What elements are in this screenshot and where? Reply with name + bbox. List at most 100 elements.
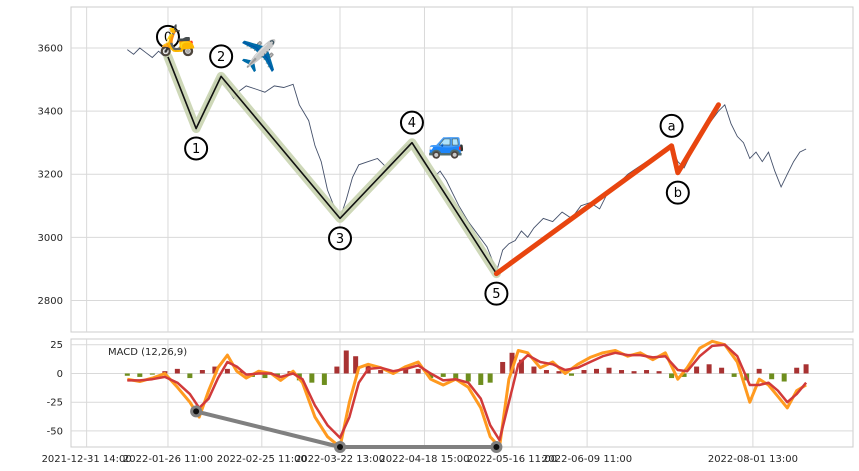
x-tick-label: 2021-12-31 14:00 <box>42 454 132 465</box>
wave-label-text: 0 <box>164 30 172 45</box>
macd-histogram-bar <box>656 371 662 374</box>
macd-histogram-bar <box>594 368 600 374</box>
wave-label-circle <box>209 44 234 69</box>
wave-label-circle <box>328 226 353 251</box>
macd-histogram-bar <box>124 373 130 376</box>
macd-histogram-bar <box>631 371 637 374</box>
macd-histogram-bar <box>187 373 193 379</box>
price-panel: 2800 3000 3200 3400 3600 0 1 2 3 4 5 a b 🛵 ✈️ 🚙 <box>38 6 854 333</box>
macd-histogram-bar <box>794 367 800 374</box>
macd-histogram-bar <box>756 368 762 374</box>
macd-histogram-bar <box>543 370 549 374</box>
car-icon: 🚙 <box>428 126 465 161</box>
wave-label-circle <box>155 24 180 49</box>
macd-y-tick-label: 25 <box>50 340 63 351</box>
price-y-tick-label: 3200 <box>38 170 63 181</box>
macd-histogram-bar <box>262 373 268 379</box>
wave-label-circle <box>399 110 424 135</box>
macd-y-tick-label: -25 <box>47 398 63 409</box>
macd-series-layer <box>127 339 808 453</box>
price-y-tick-label: 3400 <box>38 107 63 118</box>
macd-histogram-bar <box>334 366 340 374</box>
macd-histogram-bar <box>669 373 675 379</box>
macd-histogram-bar <box>199 370 205 374</box>
macd-histogram-bar <box>731 373 737 377</box>
macd-histogram-bar <box>644 370 650 374</box>
wave-label-text: 2 <box>217 50 225 65</box>
airplane-icon: ✈️ <box>240 37 277 74</box>
wave-label-text: 4 <box>408 116 416 131</box>
price-annotation-layer: 0 1 2 3 4 5 a b 🛵 ✈️ 🚙 <box>155 23 690 306</box>
wave-label-circle <box>659 113 684 138</box>
macd-histogram-bar <box>465 373 471 382</box>
wave-label-text: 1 <box>192 142 200 157</box>
macd-histogram-bar <box>137 373 143 377</box>
macd-histogram-bar <box>803 364 809 374</box>
divergence-point <box>193 408 200 415</box>
wave-label-circle <box>184 136 209 161</box>
divergence-point <box>493 444 500 450</box>
macd-histogram-bar <box>531 366 537 374</box>
corrective-wave-line <box>493 102 721 277</box>
wave-label-text: b <box>674 186 682 201</box>
macd-histogram-bar <box>224 368 230 374</box>
macd-histogram-bar <box>518 359 524 374</box>
macd-histogram-bar <box>453 373 459 380</box>
macd-histogram-bar <box>212 366 218 374</box>
macd-histogram-bar <box>321 373 327 385</box>
macd-histogram-bar <box>428 373 434 379</box>
macd-histogram-bar <box>706 364 712 374</box>
macd-plot-area <box>70 338 854 448</box>
scooter-icon: 🛵 <box>159 23 196 58</box>
macd-histogram-bar <box>769 373 775 380</box>
macd-histogram-bar <box>415 368 421 374</box>
macd-histogram-bar <box>500 361 506 374</box>
wave-label-circle <box>484 281 509 306</box>
macd-y-tick-label: -50 <box>47 426 63 437</box>
x-tick-label: 2022-06-09 11:00 <box>542 454 632 465</box>
macd-panel: 25 0 -25 -50 MACD (12,26,9) <box>47 338 854 453</box>
divergence-point <box>337 444 344 450</box>
macd-histogram-bar <box>149 373 155 375</box>
x-tick-label: 2022-01-26 11:00 <box>123 454 213 465</box>
macd-histogram-bar <box>478 373 484 385</box>
macd-histogram-bar <box>378 370 384 374</box>
macd-histogram-bar <box>487 373 493 383</box>
macd-histogram-bar <box>781 373 787 382</box>
macd-histogram-bar <box>619 370 625 374</box>
price-y-axis: 2800 3000 3200 3400 3600 <box>38 44 63 307</box>
wave-label-text: 3 <box>336 232 344 247</box>
x-tick-label: 2022-04-18 15:00 <box>379 454 469 465</box>
macd-y-tick-label: 0 <box>57 369 63 380</box>
price-y-tick-label: 3000 <box>38 233 63 244</box>
price-y-tick-label: 2800 <box>38 296 63 307</box>
x-tick-label: 2022-08-01 13:00 <box>708 454 798 465</box>
x-tick-label: 2022-02-25 11:00 <box>217 454 307 465</box>
macd-histogram-bar <box>568 373 574 376</box>
macd-y-axis: 25 0 -25 -50 <box>47 340 63 437</box>
macd-histogram-bar <box>343 350 349 374</box>
macd-histogram-bar <box>403 367 409 374</box>
macd-histogram-bar <box>694 366 700 374</box>
price-plot-area <box>70 6 854 333</box>
macd-histogram-bar <box>353 356 359 374</box>
price-y-tick-label: 3600 <box>38 44 63 55</box>
macd-line <box>127 339 807 449</box>
macd-histogram-bar <box>509 352 515 374</box>
wave-label-text: 5 <box>492 287 500 302</box>
macd-histogram-bar <box>606 367 612 374</box>
x-tick-label: 2022-03-22 13:00 <box>295 454 385 465</box>
wave-label-circle <box>665 180 690 205</box>
price-grid <box>71 7 853 332</box>
wave-label-text: a <box>668 119 676 134</box>
macd-histogram-bar <box>719 367 725 374</box>
macd-histogram-bar <box>174 368 180 374</box>
macd-histogram-bar <box>556 371 562 374</box>
macd-label: MACD (12,26,9) <box>108 347 187 358</box>
price-series-layer <box>127 47 807 279</box>
x-tick-label: 2022-05-16 11:00 <box>467 454 557 465</box>
macd-histogram-bar <box>440 373 446 377</box>
macd-histogram-bar <box>681 373 687 377</box>
